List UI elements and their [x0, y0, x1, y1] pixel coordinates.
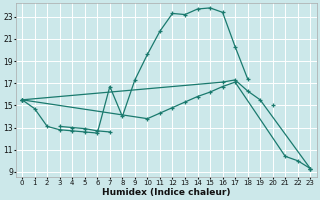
X-axis label: Humidex (Indice chaleur): Humidex (Indice chaleur) — [102, 188, 230, 197]
